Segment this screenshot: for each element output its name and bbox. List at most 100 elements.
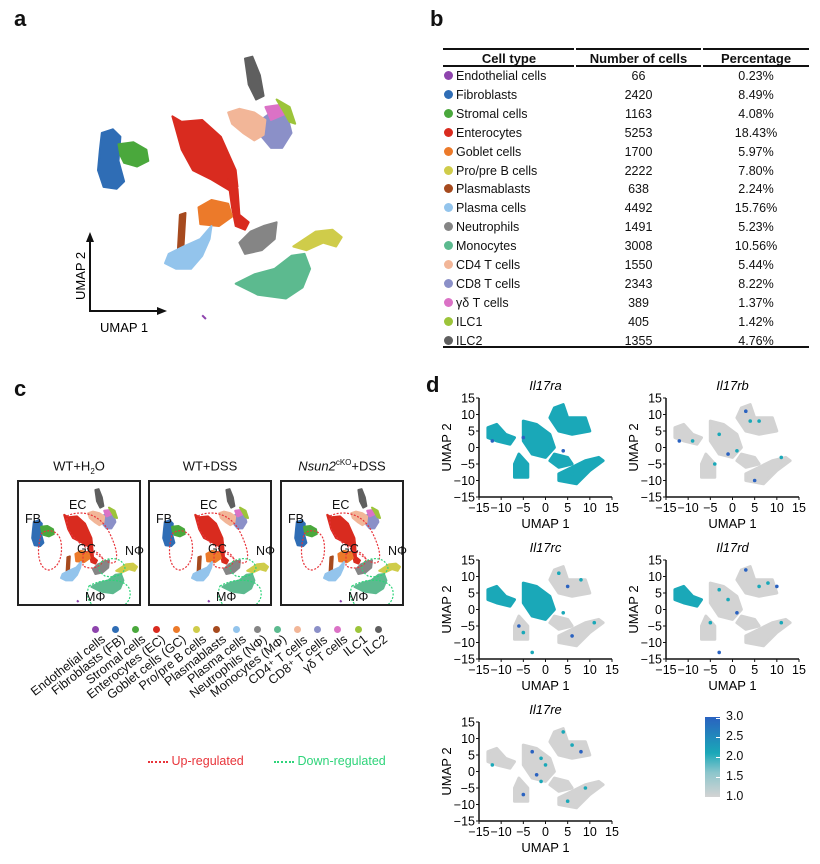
gene-title: Il17re <box>529 704 562 717</box>
expression-point <box>517 624 521 628</box>
cell-type-name: Monocytes <box>456 239 517 254</box>
y-tick-label: 10 <box>648 408 662 422</box>
cluster-endothelial-cells <box>201 314 207 320</box>
y-tick-label: −10 <box>454 474 475 488</box>
cluster-label-gc: GC <box>208 542 227 556</box>
legend-color-dot-icon <box>294 626 301 633</box>
cell-percentage: 5.97% <box>738 144 774 159</box>
cell-type-name: CD4 T cells <box>456 258 521 272</box>
x-tick-label: 10 <box>583 663 597 677</box>
cluster-ilc1 <box>239 506 249 519</box>
panel-letter-d: d <box>426 372 440 397</box>
cell-type-cell: Neutrophils <box>443 218 575 237</box>
y-tick-label: 0 <box>468 603 475 617</box>
cell-percentage: 2.24% <box>738 182 774 197</box>
expression-point <box>592 620 597 625</box>
cluster-label-gc: GC <box>77 542 96 556</box>
up-regulated-legend: Up-regulated <box>148 754 244 768</box>
condition-umap-plot: FB EC GC NΦ MΦ <box>17 480 145 606</box>
colorbar-tick-mark <box>716 777 720 778</box>
cluster-plasmablasts <box>328 555 334 573</box>
cell-count: 638 <box>628 182 649 197</box>
expression-point <box>735 611 739 615</box>
cluster-plasma-cells <box>164 225 213 270</box>
y-tick-label: 10 <box>461 732 475 746</box>
cluster-label-fb: FB <box>25 512 41 526</box>
condition-title: Nsun2cKO+DSS <box>277 458 407 476</box>
col-header-number: Number of cells <box>589 51 688 66</box>
x-tick-label: −5 <box>516 825 530 839</box>
cell-count: 66 <box>631 69 646 83</box>
cluster-enterocytes <box>227 178 250 231</box>
ec-region-outline <box>329 512 381 564</box>
cell-type-name: Goblet cells <box>456 144 522 159</box>
cell-type-cell: Enterocytes <box>443 124 575 143</box>
cell-percentage: 1.37% <box>738 295 774 310</box>
y-tick-label: −5 <box>461 458 475 472</box>
y-tick-label: 0 <box>468 765 475 779</box>
x-tick-label: −10 <box>491 501 512 515</box>
cell-cluster-region <box>548 452 574 469</box>
expression-point <box>726 597 730 602</box>
cell-cluster-region <box>548 776 574 793</box>
cluster-enterocytes <box>171 115 239 192</box>
gene-title: Il17rb <box>716 380 749 393</box>
expression-point <box>490 439 495 443</box>
cluster-plasma-cells <box>60 561 82 582</box>
umap2-arrowhead-icon <box>86 232 94 242</box>
cell-type-name: ILC1 <box>456 314 483 329</box>
x-tick-label: 10 <box>770 663 784 677</box>
up-regulated-label: Up-regulated <box>171 754 244 768</box>
y-tick-label: 5 <box>468 587 475 601</box>
table-row: Goblet cells 1700 5.97% <box>443 143 809 162</box>
condition-title-italic: Nsun2 <box>298 458 336 474</box>
cluster-label-nphi: NΦ <box>125 544 145 558</box>
expression-point <box>717 432 721 437</box>
x-tick-label: 15 <box>605 663 619 677</box>
cluster-cd4-t-cells <box>87 510 106 527</box>
x-tick-label: 0 <box>729 501 736 515</box>
col-header-cell-type: Cell type <box>481 51 537 66</box>
cell-count: 405 <box>628 314 649 329</box>
gene-title: Il17rc <box>530 542 562 555</box>
x-tick-label: 0 <box>542 663 549 677</box>
table-row: CD4 T cells 1550 5.44% <box>443 256 809 275</box>
y-tick-label: −10 <box>454 636 475 650</box>
cell-type-color-dot-icon <box>444 127 453 137</box>
expression-point <box>748 419 753 423</box>
cluster-ilc2 <box>244 55 265 101</box>
expression-point <box>708 620 713 625</box>
condition-title-main: WT+DSS <box>182 458 238 474</box>
cell-count: 1700 <box>624 144 653 159</box>
panel-letter-b: b <box>430 6 444 31</box>
cell-type-color-dot-icon <box>444 89 453 99</box>
expression-point <box>561 449 566 453</box>
condition-title: WT+DSS <box>145 458 275 476</box>
x-axis-label: UMAP 1 <box>708 678 756 693</box>
cluster-label-fb: FB <box>288 512 304 526</box>
cluster-ilc1 <box>108 506 118 519</box>
nphi-region-outline <box>361 558 389 578</box>
cell-type-name: Plasmablasts <box>456 182 531 197</box>
cell-count: 5253 <box>624 125 653 140</box>
cluster-pro-pre-b-cells <box>246 562 269 574</box>
condition-title: WT+H2O <box>14 458 144 476</box>
condition-title-sup: cKO <box>335 458 352 467</box>
cell-type-name: Fibroblasts <box>456 87 518 102</box>
cell-cluster-region <box>557 779 605 810</box>
cell-percentage: 5.23% <box>738 220 774 235</box>
cell-percentage: 18.43% <box>734 125 778 140</box>
table-row: ILC1 405 1.42% <box>443 313 809 332</box>
x-tick-label: 5 <box>751 501 758 515</box>
y-tick-label: 5 <box>655 587 662 601</box>
x-tick-label: 0 <box>729 663 736 677</box>
x-tick-label: −10 <box>678 501 699 515</box>
expression-point <box>757 584 761 589</box>
cell-cluster-region <box>744 617 792 648</box>
expression-point <box>543 763 548 767</box>
y-axis-label: UMAP 2 <box>439 423 454 471</box>
condition-umap-plot: FB EC GC NΦ MΦ <box>148 480 275 606</box>
